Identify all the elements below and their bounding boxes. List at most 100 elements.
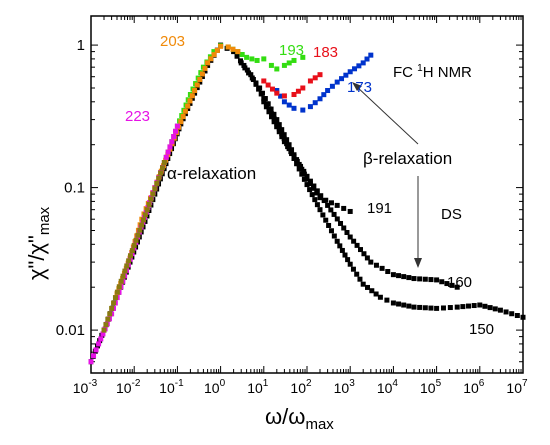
data-point <box>379 265 385 271</box>
data-point <box>279 127 285 133</box>
data-point <box>187 98 193 104</box>
data-point <box>460 304 466 310</box>
data-point <box>304 173 310 179</box>
data-point <box>360 60 366 66</box>
data-point <box>396 273 402 279</box>
data-point <box>368 52 374 58</box>
data-point <box>274 66 280 72</box>
data-point <box>100 331 106 337</box>
data-point <box>269 86 275 92</box>
data-point <box>225 44 231 50</box>
x-tick-label: 10-2 <box>116 378 141 396</box>
data-point <box>347 69 353 75</box>
axis-ticks <box>90 16 524 374</box>
data-point <box>396 301 402 307</box>
data-point <box>356 63 362 69</box>
data-point <box>406 275 412 281</box>
data-point <box>428 277 434 283</box>
data-point <box>301 171 307 177</box>
x-tick-label: 103 <box>334 378 356 396</box>
data-point <box>385 269 391 275</box>
data-point <box>300 107 306 113</box>
data-point <box>261 78 267 84</box>
data-point <box>390 272 396 278</box>
data-point <box>189 95 195 101</box>
data-point <box>197 76 203 82</box>
data-point <box>271 119 277 125</box>
data-point <box>202 68 208 74</box>
series-label-150: 150 <box>469 321 494 338</box>
data-point <box>265 82 271 88</box>
data-point <box>261 56 267 62</box>
data-point <box>105 316 111 322</box>
data-point <box>390 300 396 306</box>
series-label-173: 173 <box>347 79 372 96</box>
data-point <box>300 85 306 91</box>
data-point <box>163 154 169 160</box>
data-point <box>161 160 167 166</box>
data-point <box>262 96 268 102</box>
beta-arrow-nmr-head <box>352 82 362 91</box>
data-point <box>131 242 137 248</box>
data-point <box>354 271 360 277</box>
data-point <box>514 313 520 319</box>
data-point <box>253 80 259 86</box>
data-point <box>317 72 323 78</box>
x-tick-label: 104 <box>377 378 399 396</box>
data-point <box>205 60 211 66</box>
data-point <box>299 166 305 172</box>
data-point <box>325 202 331 208</box>
data-point <box>173 128 179 134</box>
data-point <box>291 105 297 111</box>
data-point <box>211 52 217 58</box>
data-point <box>329 83 335 89</box>
x-tick-label: 101 <box>247 378 269 396</box>
x-tick-label: 106 <box>463 378 485 396</box>
data-point <box>406 303 412 309</box>
data-point <box>364 255 370 261</box>
data-point <box>311 185 317 191</box>
data-point <box>492 306 498 312</box>
data-point <box>299 171 305 177</box>
data-point <box>271 111 277 117</box>
data-point <box>317 195 323 201</box>
annotation-ds: DS <box>441 206 462 223</box>
data-point <box>249 56 255 62</box>
series-183 <box>261 72 323 99</box>
data-point <box>107 311 113 317</box>
data-point <box>274 88 280 94</box>
data-point <box>129 248 135 254</box>
data-point <box>169 139 175 145</box>
data-point <box>323 217 329 223</box>
data-point <box>137 227 143 233</box>
data-point <box>343 72 349 78</box>
data-point <box>354 242 360 248</box>
y-axis-title: χ"/χ"max <box>24 206 53 280</box>
data-point <box>345 257 351 263</box>
data-point <box>109 305 115 311</box>
data-point <box>307 78 313 84</box>
data-point <box>520 314 526 320</box>
data-point <box>116 284 122 290</box>
data-point <box>321 92 327 98</box>
data-point <box>309 192 315 198</box>
data-point <box>268 62 274 68</box>
data-point <box>466 303 472 309</box>
data-point <box>126 258 132 264</box>
data-point <box>281 99 287 105</box>
data-point <box>261 99 267 105</box>
data-point <box>192 90 198 96</box>
x-tick-label: 105 <box>420 378 442 396</box>
data-point <box>347 234 353 240</box>
data-point <box>286 60 292 66</box>
data-point <box>454 304 460 310</box>
data-point <box>101 327 107 333</box>
data-point <box>334 202 340 208</box>
data-point <box>120 273 126 279</box>
data-point <box>439 279 445 285</box>
data-point <box>339 247 345 253</box>
series-150 <box>88 42 526 365</box>
data-point <box>361 251 367 257</box>
data-point <box>328 228 334 234</box>
data-point <box>357 276 363 282</box>
